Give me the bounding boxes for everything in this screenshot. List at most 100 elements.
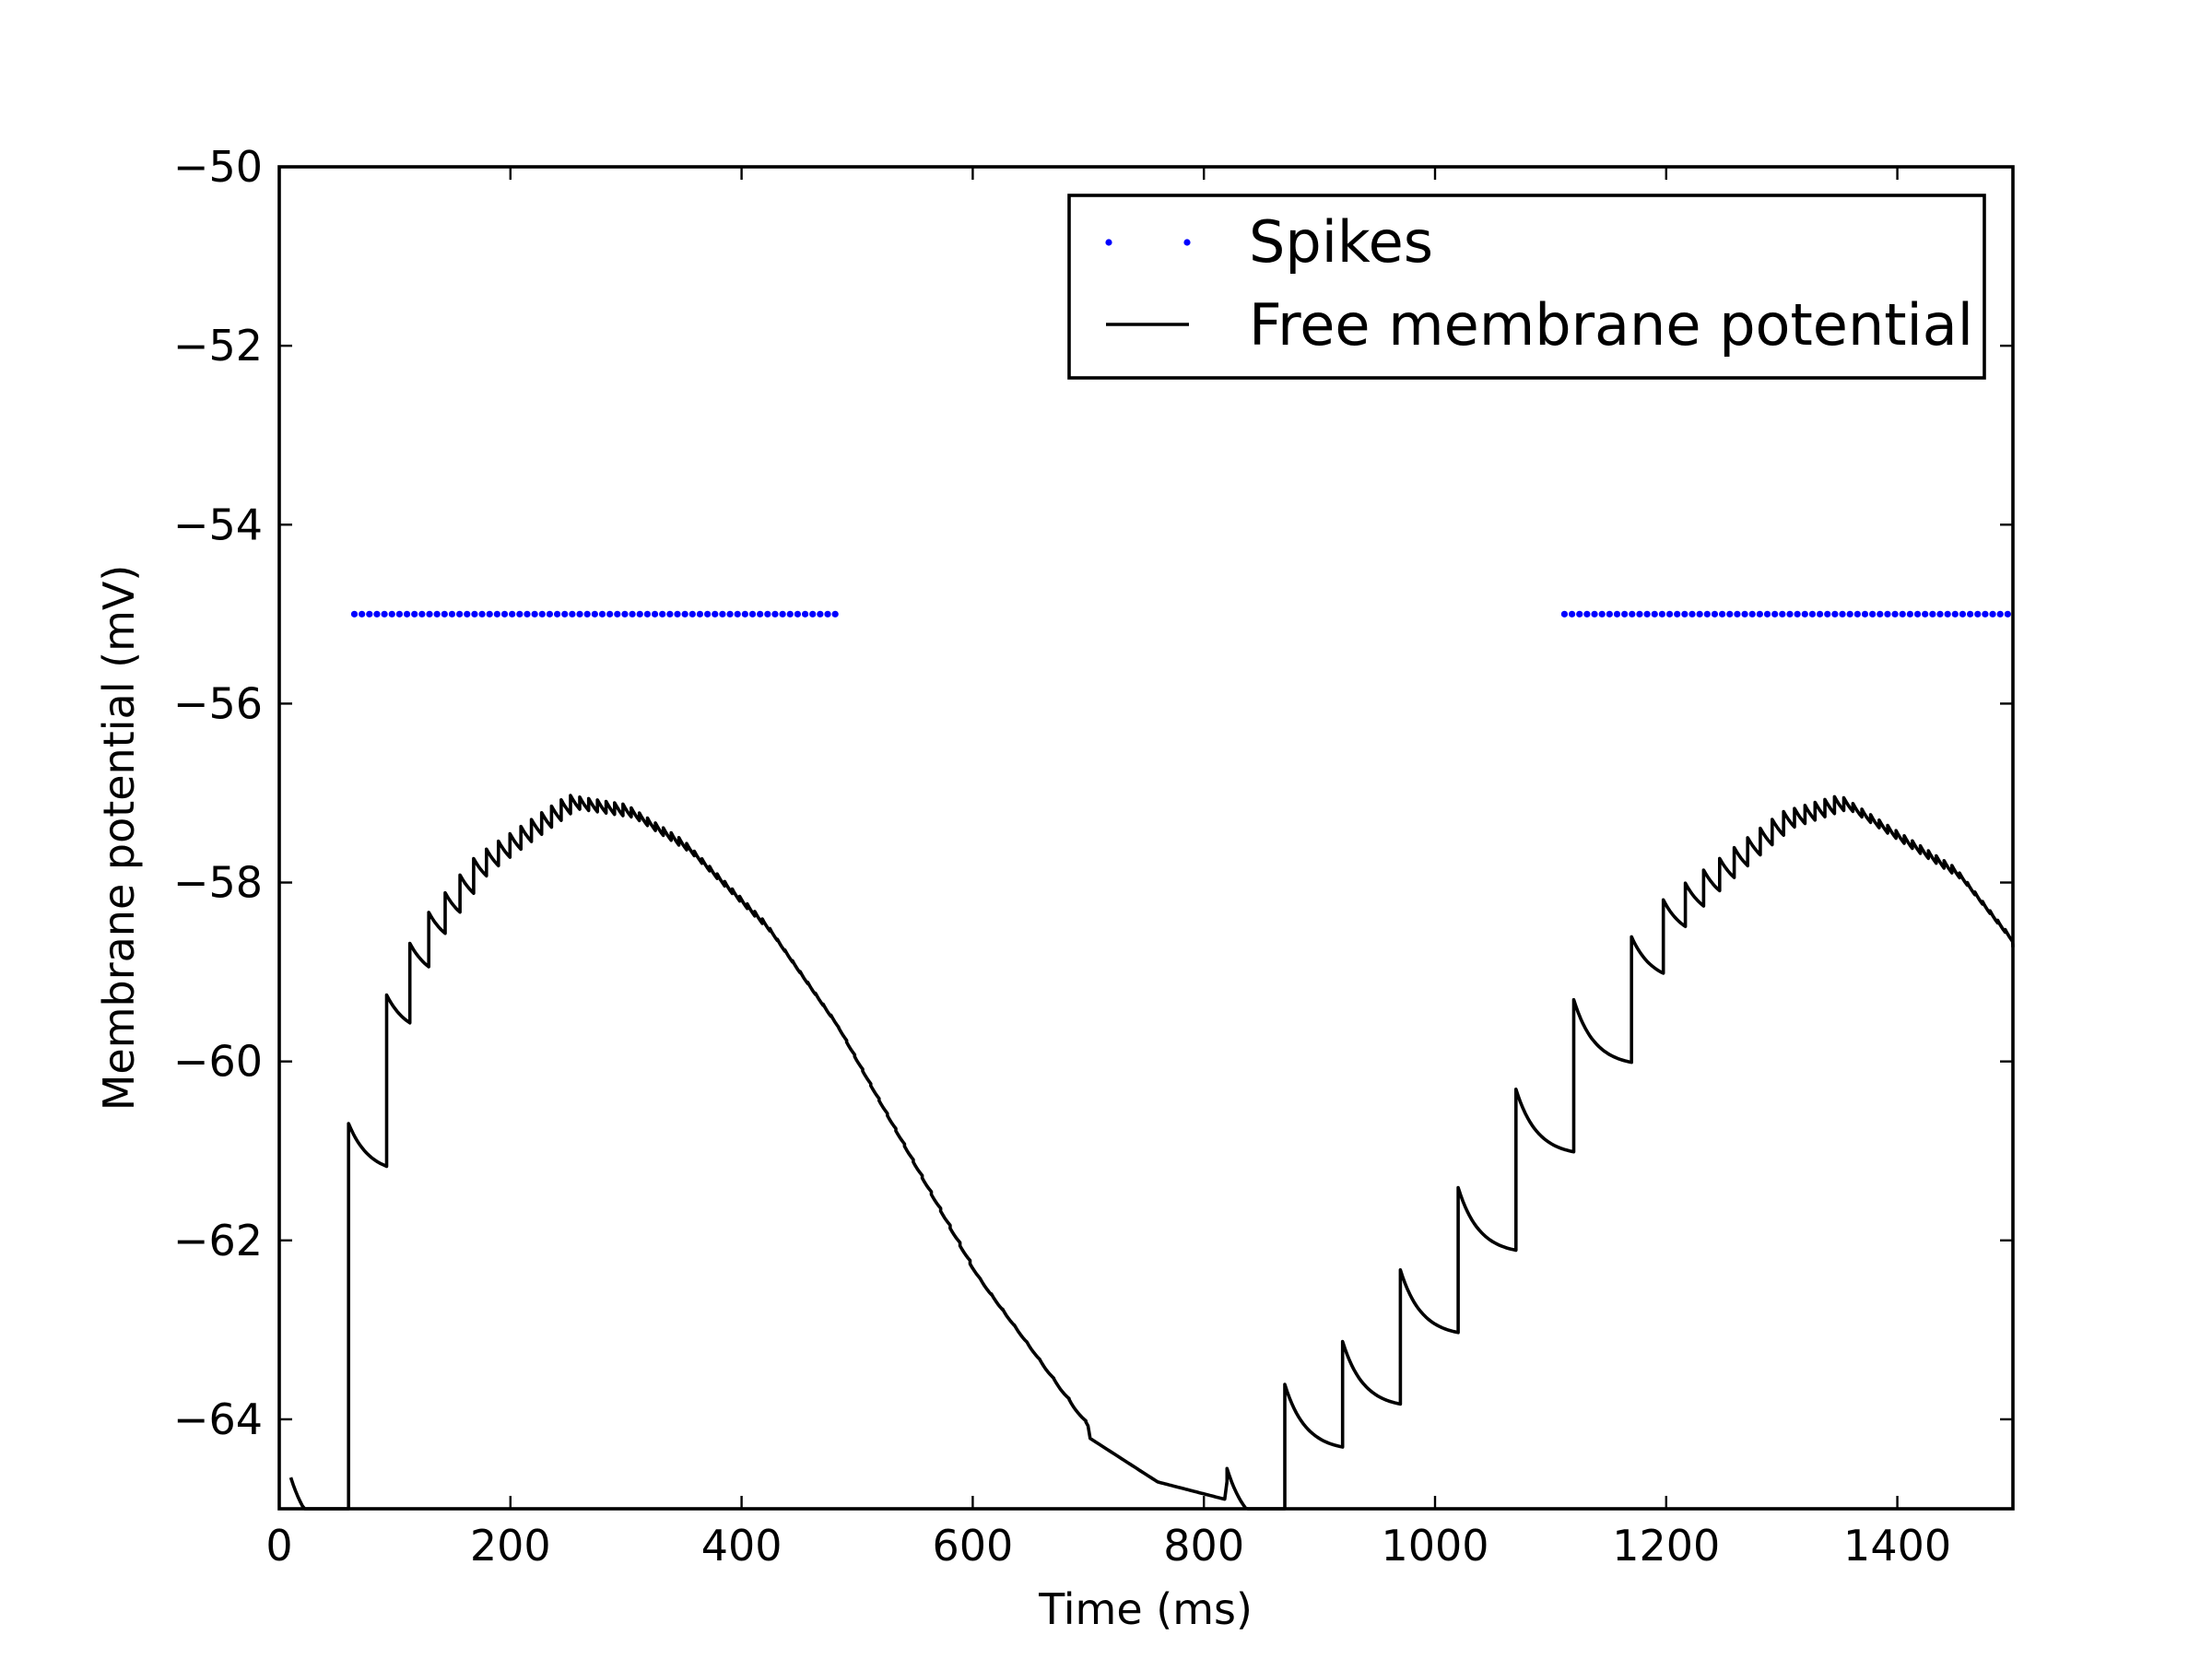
spike-point — [786, 610, 794, 618]
y-tick-label: −64 — [173, 1394, 263, 1444]
y-tick-label: −58 — [173, 858, 263, 908]
y-tick-label: −62 — [173, 1216, 263, 1265]
spike-point — [1643, 610, 1651, 618]
spike-point — [471, 610, 478, 618]
spike-point — [1824, 610, 1831, 618]
spike-point — [1936, 610, 1944, 618]
spike-point — [719, 610, 726, 618]
spike-point — [1598, 610, 1606, 618]
spike-point — [1861, 610, 1869, 618]
spike-point — [456, 610, 464, 618]
spike-point — [1748, 610, 1756, 618]
spike-point — [531, 610, 538, 618]
spike-point — [516, 610, 524, 618]
spike-point — [1853, 610, 1861, 618]
spike-point — [1665, 610, 1674, 618]
spike-point — [1568, 610, 1576, 618]
x-tick-label: 400 — [701, 1521, 782, 1571]
x-tick-label: 1200 — [1612, 1521, 1720, 1571]
spike-point — [1899, 610, 1906, 618]
y-tick-label: −60 — [173, 1037, 263, 1087]
spike-point — [1989, 610, 1996, 618]
spike-point — [576, 610, 583, 618]
spike-point — [621, 610, 629, 618]
spike-point — [748, 610, 757, 618]
spike-point — [546, 610, 554, 618]
spike-point — [614, 610, 621, 618]
spike-point — [1658, 610, 1666, 618]
y-tick-label: −52 — [173, 321, 263, 371]
spike-point — [1771, 610, 1779, 618]
spike-point — [1959, 610, 1967, 618]
x-tick-label: 800 — [1163, 1521, 1244, 1571]
x-tick-label: 1400 — [1843, 1521, 1951, 1571]
spike-point — [359, 610, 366, 618]
x-axis: 0 200 400 600 800 1000 1200 1400 — [265, 167, 1951, 1571]
x-tick-label: 1000 — [1381, 1521, 1488, 1571]
spike-point — [538, 610, 546, 618]
spike-point — [448, 610, 456, 618]
spike-point — [726, 610, 734, 618]
spike-point — [1591, 610, 1598, 618]
spike-point — [643, 610, 651, 618]
spike-point — [1801, 610, 1808, 618]
spike-point — [381, 610, 388, 618]
spike-point — [741, 610, 748, 618]
spike-point — [1629, 610, 1636, 618]
spike-point — [1808, 610, 1817, 618]
spike-point — [636, 610, 643, 618]
spike-point — [493, 610, 500, 618]
spike-point — [1996, 610, 2004, 618]
spike-point — [764, 610, 771, 618]
spike-point — [591, 610, 598, 618]
y-axis: −50 −52 −54 −56 −58 −60 −62 −64 — [173, 142, 2013, 1444]
spike-point — [801, 610, 809, 618]
x-tick-label: 600 — [932, 1521, 1013, 1571]
spike-point — [771, 610, 779, 618]
spike-point — [629, 610, 636, 618]
spike-point — [1734, 610, 1741, 618]
spike-point — [681, 610, 688, 618]
x-tick-label: 200 — [470, 1521, 551, 1571]
spike-point — [411, 610, 418, 618]
spike-point — [1877, 610, 1884, 618]
spike-point — [1884, 610, 1891, 618]
spike-point — [794, 610, 802, 618]
y-tick-label: −56 — [173, 678, 263, 728]
spike-point — [666, 610, 674, 618]
spike-point — [1982, 610, 1989, 618]
spike-point — [659, 610, 666, 618]
spike-point — [1944, 610, 1951, 618]
spike-point — [2004, 610, 2011, 618]
spike-point — [1913, 610, 1922, 618]
spike-point — [712, 610, 719, 618]
legend-spikes-marker — [1183, 239, 1191, 246]
spike-point — [1560, 610, 1569, 618]
spike-point — [1613, 610, 1621, 618]
spike-point — [817, 610, 824, 618]
legend-spikes-label: Spikes — [1249, 208, 1433, 276]
spike-point — [1974, 610, 1982, 618]
spike-point — [403, 610, 411, 618]
spike-point — [1651, 610, 1658, 618]
spike-point — [1967, 610, 1974, 618]
plot-area — [277, 165, 2015, 1511]
spike-point — [500, 610, 509, 618]
spike-point — [696, 610, 704, 618]
spike-point — [553, 610, 561, 618]
spike-point — [583, 610, 591, 618]
spike-point — [366, 610, 373, 618]
spike-point — [1906, 610, 1913, 618]
spike-point — [441, 610, 448, 618]
spike-point — [561, 610, 569, 618]
spike-point — [1681, 610, 1688, 618]
y-axis-label: Membrane potential (mV) — [94, 565, 144, 1112]
spike-point — [1621, 610, 1629, 618]
legend-box — [1067, 194, 1986, 380]
spike-point — [478, 610, 486, 618]
spike-point — [1583, 610, 1591, 618]
spike-point — [1794, 610, 1801, 618]
spike-point — [1786, 610, 1794, 618]
spike-point — [426, 610, 433, 618]
spike-point — [809, 610, 817, 618]
